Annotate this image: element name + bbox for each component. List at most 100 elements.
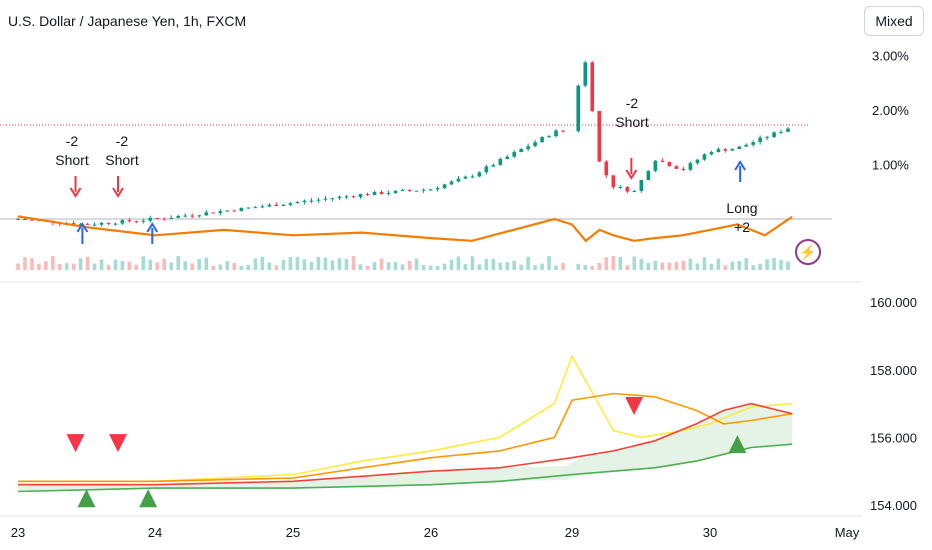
volume-bar — [660, 262, 665, 270]
lightning-bolt-icon[interactable]: ⚡ — [795, 239, 821, 265]
volume-bar — [260, 256, 265, 270]
volume-bar — [120, 261, 125, 270]
volume-bar — [526, 256, 530, 270]
volume-bar — [653, 260, 658, 270]
volume-bar — [491, 258, 496, 270]
volume-bar — [386, 262, 391, 270]
candle-body — [260, 206, 265, 208]
candle-body — [141, 220, 146, 222]
short-signal-label: -2 Short — [55, 133, 89, 168]
volume-bar — [57, 264, 62, 270]
volume-bar — [148, 259, 153, 270]
volume-bar — [295, 257, 300, 270]
volume-bar — [155, 262, 160, 270]
volume-bar — [751, 265, 755, 270]
volume-bar — [730, 261, 735, 270]
volume-bar — [127, 261, 132, 270]
usdjpy-price-tag: USDJPY — [818, 119, 869, 133]
volume-bar — [113, 259, 118, 270]
candle-body — [176, 215, 181, 218]
long-arrow-icon — [734, 160, 746, 171]
candle-body — [456, 178, 461, 182]
candle-body — [365, 194, 370, 196]
volume-bar — [709, 263, 714, 270]
candle-body — [400, 189, 405, 191]
candle-body — [162, 218, 167, 220]
volume-bar — [162, 258, 167, 270]
volume-bar — [400, 264, 405, 270]
candle-body — [779, 131, 783, 133]
volume-bar — [274, 265, 279, 270]
candle-body — [590, 62, 595, 112]
candle-body — [23, 219, 27, 221]
volume-bar — [723, 265, 728, 270]
y-axis-tick-label: 160.000 — [870, 295, 917, 310]
volume-bar — [646, 262, 651, 270]
candle-body — [484, 166, 489, 173]
volume-bar — [37, 263, 41, 270]
volume-bar — [414, 258, 419, 270]
volume-bar — [737, 261, 742, 270]
volume-bar — [176, 256, 181, 270]
candle-body — [92, 224, 97, 226]
volume-bar — [183, 261, 188, 270]
volume-bar — [393, 261, 398, 270]
candle-body — [120, 220, 125, 224]
scale-mode-button[interactable]: Mixed — [864, 6, 924, 36]
volume-bar — [99, 259, 104, 270]
volume-bar — [484, 258, 489, 270]
candle-body — [618, 186, 623, 188]
volume-bar — [765, 259, 769, 270]
volume-bar — [211, 265, 216, 270]
candle-body — [246, 207, 251, 209]
candle-body — [358, 194, 363, 197]
volume-bar — [316, 256, 321, 270]
candle-body — [169, 217, 174, 219]
candle-body — [190, 215, 195, 217]
volume-bar — [512, 260, 517, 270]
volume-bar — [379, 258, 384, 270]
volume-bar — [281, 259, 286, 270]
dxy-change-tag: +0.04% — [876, 210, 919, 224]
short-arrow-icon — [112, 187, 124, 198]
candle-body — [744, 144, 749, 147]
volume-bar — [540, 263, 544, 270]
candle-body — [204, 212, 209, 216]
candle-body — [470, 176, 475, 178]
usdjpy-change-tag: +1.70% — [876, 119, 919, 133]
moving-average-line — [18, 392, 793, 483]
moving-average-line — [18, 354, 793, 483]
candle-body — [99, 222, 104, 225]
volume-bar — [505, 262, 510, 270]
volume-bar — [449, 259, 454, 270]
y-axis-tick-label: 156.000 — [870, 430, 917, 445]
candle-body — [183, 215, 188, 217]
candle-body — [639, 180, 644, 191]
candle-body — [316, 199, 321, 201]
candle-body — [660, 160, 665, 162]
candle-body — [274, 204, 279, 207]
candle-body — [491, 164, 496, 167]
candle-body — [512, 152, 517, 157]
volume-bar — [583, 265, 588, 270]
candle-body — [442, 184, 447, 189]
volume-bar — [498, 262, 503, 270]
volume-bar — [519, 264, 523, 270]
candle-body — [561, 130, 565, 132]
candle-body — [344, 196, 349, 198]
candle-body — [155, 217, 160, 219]
volume-bar — [681, 260, 686, 270]
candle-body — [702, 154, 707, 160]
moving-average-line — [17, 443, 793, 493]
candle-body — [625, 186, 630, 192]
volume-bar — [16, 263, 20, 270]
volume-bar — [407, 260, 412, 270]
candle-body — [772, 132, 776, 137]
volume-bar — [358, 264, 363, 270]
volume-bar — [78, 258, 83, 270]
volume-bar — [288, 256, 293, 270]
candle-body — [583, 62, 588, 86]
short-signal-label: -2 Short — [105, 133, 139, 168]
volume-bar — [435, 265, 440, 270]
